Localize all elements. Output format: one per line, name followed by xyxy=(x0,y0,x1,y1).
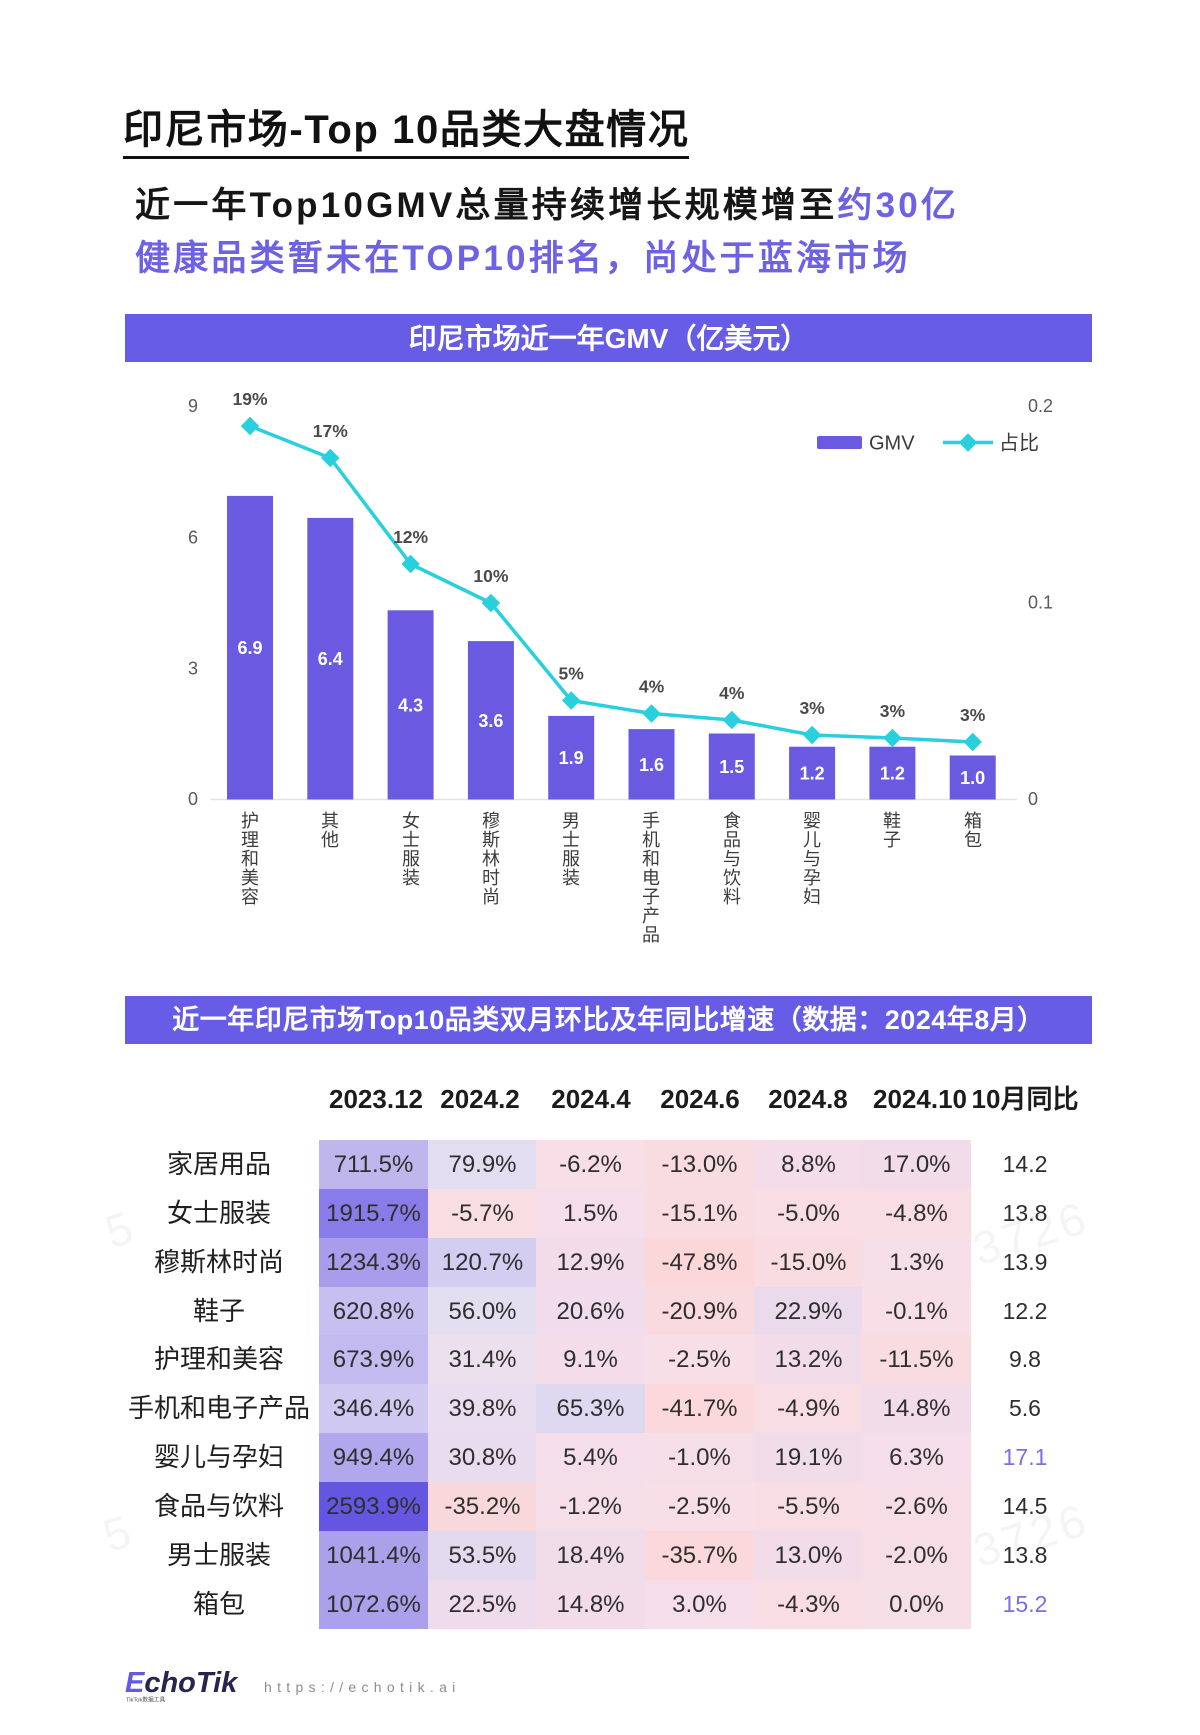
svg-text:0: 0 xyxy=(188,789,198,809)
svg-text:3: 3 xyxy=(188,659,198,679)
svg-text:3%: 3% xyxy=(960,705,986,725)
svg-text:9: 9 xyxy=(188,396,198,416)
svg-text:12%: 12% xyxy=(393,527,428,547)
svg-text:0.1: 0.1 xyxy=(1028,593,1053,613)
svg-text:6: 6 xyxy=(188,528,198,548)
svg-text:0.2: 0.2 xyxy=(1028,396,1053,416)
svg-text:1.2: 1.2 xyxy=(800,764,825,784)
svg-text:4%: 4% xyxy=(639,677,665,697)
svg-text:占比: 占比 xyxy=(999,432,1039,455)
svg-text:3%: 3% xyxy=(880,701,906,721)
svg-text:3%: 3% xyxy=(799,698,825,718)
svg-text:10%: 10% xyxy=(473,566,508,586)
svg-text:0: 0 xyxy=(1028,789,1038,809)
svg-text:1.9: 1.9 xyxy=(559,748,584,768)
svg-text:3.6: 3.6 xyxy=(478,711,503,731)
svg-text:5%: 5% xyxy=(559,664,585,684)
svg-text:17%: 17% xyxy=(313,421,348,441)
svg-text:4%: 4% xyxy=(719,683,745,703)
svg-text:GMV: GMV xyxy=(869,433,915,455)
svg-text:1.0: 1.0 xyxy=(960,768,985,788)
svg-text:1.5: 1.5 xyxy=(719,757,744,777)
svg-text:1.6: 1.6 xyxy=(639,755,664,775)
svg-text:19%: 19% xyxy=(232,389,267,409)
svg-text:4.3: 4.3 xyxy=(398,695,423,715)
svg-text:6.4: 6.4 xyxy=(318,649,343,669)
svg-text:6.9: 6.9 xyxy=(237,638,262,658)
svg-text:1.2: 1.2 xyxy=(880,764,905,784)
